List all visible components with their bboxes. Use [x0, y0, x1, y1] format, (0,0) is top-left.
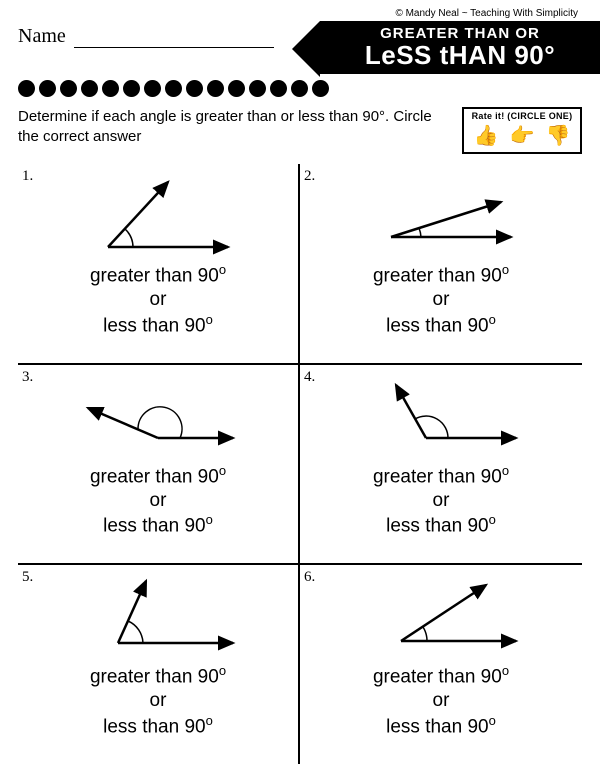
name-label: Name	[18, 25, 66, 48]
name-area: Name	[18, 21, 320, 48]
angle-diagram	[361, 573, 521, 663]
thumbs-side-icon[interactable]: 👉	[510, 123, 535, 148]
instructions-text: Determine if each angle is greater than …	[18, 107, 452, 154]
rate-it-box: Rate it! (CIRCLE ONE) 👍 👉 👎	[462, 107, 582, 154]
title-flag: GREATER THAN OR LeSS tHAN 90°	[320, 21, 600, 74]
dots-border	[18, 80, 582, 97]
question-number: 5.	[22, 569, 33, 586]
answer-options[interactable]: greater than 90o or less than 90o	[373, 262, 509, 338]
question-cell: 4. greater than 90o or less than 90o	[300, 363, 582, 564]
question-cell: 6. greater than 90o or less than 90o	[300, 563, 582, 764]
angle-diagram	[78, 172, 238, 262]
question-number: 4.	[304, 369, 315, 386]
question-grid: 1. greater than 90o or less than 90o 2. …	[18, 164, 582, 764]
question-number: 3.	[22, 369, 33, 386]
question-cell: 3. greater than 90o or less than 90o	[18, 363, 300, 564]
instructions-row: Determine if each angle is greater than …	[18, 107, 582, 154]
thumbs-up-icon[interactable]: 👍	[474, 123, 499, 148]
name-input-line[interactable]	[74, 30, 274, 48]
angle-diagram	[361, 172, 521, 262]
answer-options[interactable]: greater than 90o or less than 90o	[373, 463, 509, 539]
answer-options[interactable]: greater than 90o or less than 90o	[90, 262, 226, 338]
question-cell: 2. greater than 90o or less than 90o	[300, 164, 582, 363]
question-number: 1.	[22, 168, 33, 185]
thumbs-down-icon[interactable]: 👎	[546, 123, 571, 148]
angle-diagram	[361, 373, 521, 463]
answer-options[interactable]: greater than 90o or less than 90o	[90, 663, 226, 739]
rate-it-title: Rate it! (CIRCLE ONE)	[468, 111, 576, 121]
question-cell: 5. greater than 90o or less than 90o	[18, 563, 300, 764]
header-row: Name GREATER THAN OR LeSS tHAN 90°	[18, 21, 582, 74]
title-line2: LeSS tHAN 90°	[326, 42, 594, 68]
angle-diagram	[78, 373, 238, 463]
question-number: 2.	[304, 168, 315, 185]
answer-options[interactable]: greater than 90o or less than 90o	[90, 463, 226, 539]
copyright-text: © Mandy Neal ~ Teaching With Simplicity	[18, 8, 582, 19]
question-number: 6.	[304, 569, 315, 586]
question-cell: 1. greater than 90o or less than 90o	[18, 164, 300, 363]
answer-options[interactable]: greater than 90o or less than 90o	[373, 663, 509, 739]
rate-thumbs: 👍 👉 👎	[468, 123, 576, 148]
angle-diagram	[78, 573, 238, 663]
